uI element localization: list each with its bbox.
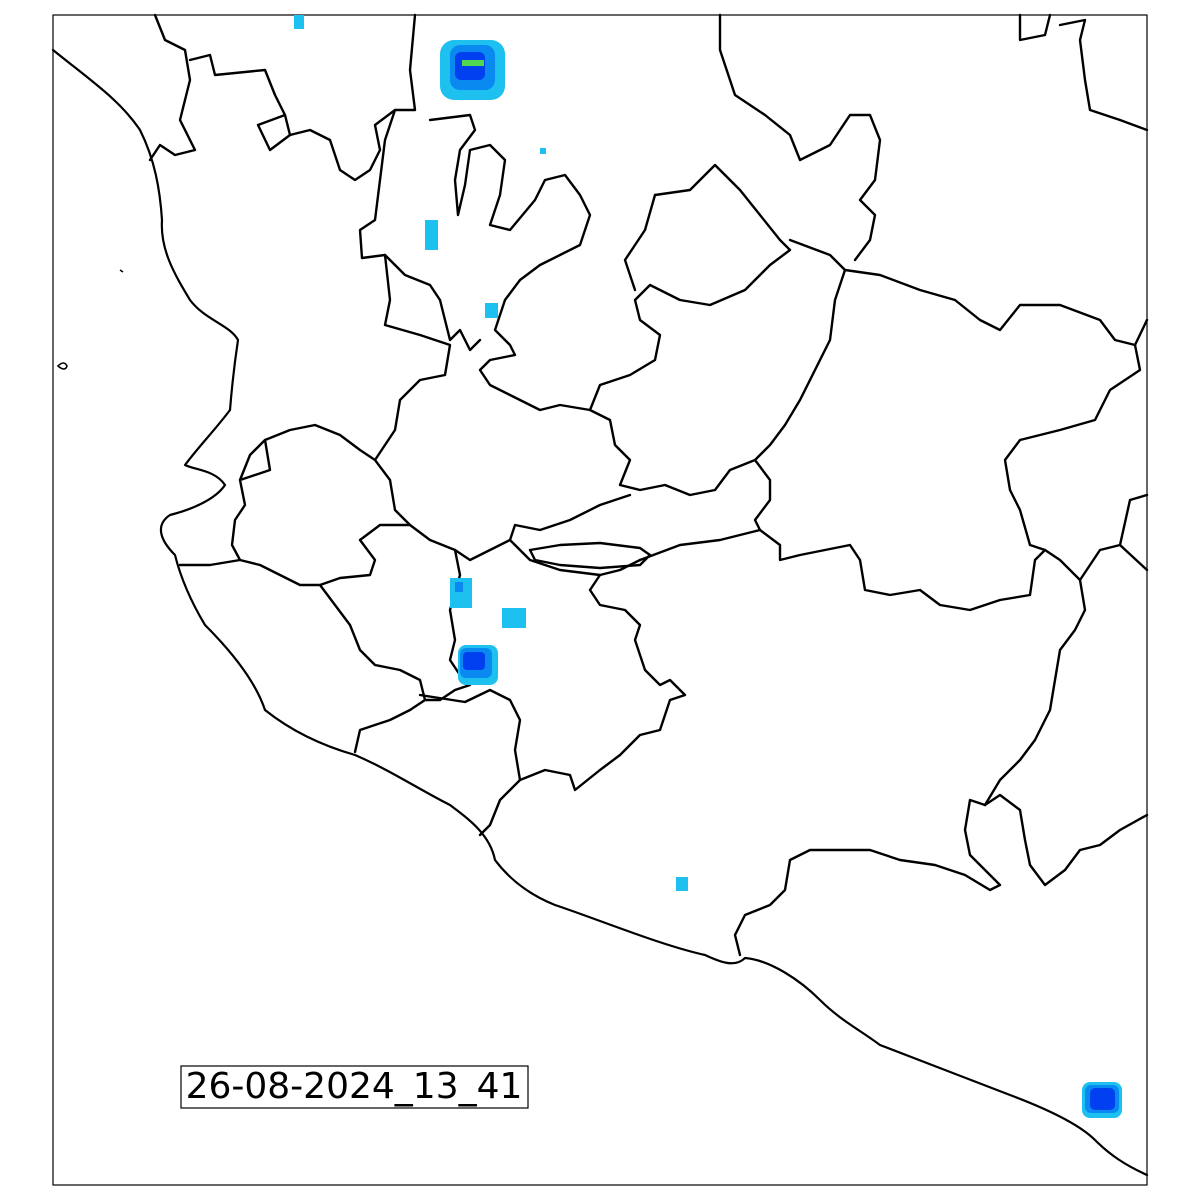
state-border: [638, 528, 762, 562]
state-border: [733, 798, 1002, 957]
state-border: [983, 793, 1149, 887]
state-border: [983, 578, 1087, 807]
state-border: [623, 193, 657, 292]
north-cell: [440, 40, 505, 100]
map-frame: [52, 14, 1148, 1186]
state-border: [428, 113, 592, 412]
state-border: [148, 13, 197, 162]
southeast-cell: [1082, 1082, 1122, 1118]
islet: [119, 269, 124, 273]
state-border: [718, 13, 882, 262]
south-speck: [676, 877, 688, 891]
state-border: [758, 528, 1047, 612]
state-border: [373, 253, 452, 527]
state-border: [508, 538, 652, 577]
timestamp-text: 26-08-2024_13_41: [186, 1066, 523, 1107]
state-border: [178, 438, 272, 567]
state-border: [418, 688, 522, 837]
timestamp-label: 26-08-2024_13_41: [180, 1065, 529, 1109]
west-strip: [425, 220, 438, 250]
central-west-patch: [450, 578, 472, 608]
north-edge-speck: [294, 15, 304, 29]
precipitation-overlay: [294, 15, 1122, 1118]
state-border: [188, 53, 292, 152]
small-speck: [540, 148, 546, 154]
state-border: [518, 558, 687, 792]
state-border: [588, 408, 772, 532]
central-patch: [502, 608, 526, 628]
state-border: [1118, 493, 1149, 547]
state-border: [588, 163, 792, 412]
state-border: [318, 583, 427, 754]
state-border: [1018, 13, 1149, 132]
state-border: [843, 268, 1149, 347]
timestamp-box: [180, 1065, 529, 1109]
central-speck: [485, 303, 498, 318]
state-border: [288, 13, 417, 182]
state-border: [753, 238, 847, 462]
state-border: [230, 423, 412, 587]
islet: [56, 362, 68, 370]
central-core-cell: [458, 645, 498, 685]
boundaries: [51, 13, 1149, 1177]
state-border: [1003, 343, 1149, 582]
coastline: [51, 48, 1149, 1177]
state-border: [358, 108, 482, 352]
